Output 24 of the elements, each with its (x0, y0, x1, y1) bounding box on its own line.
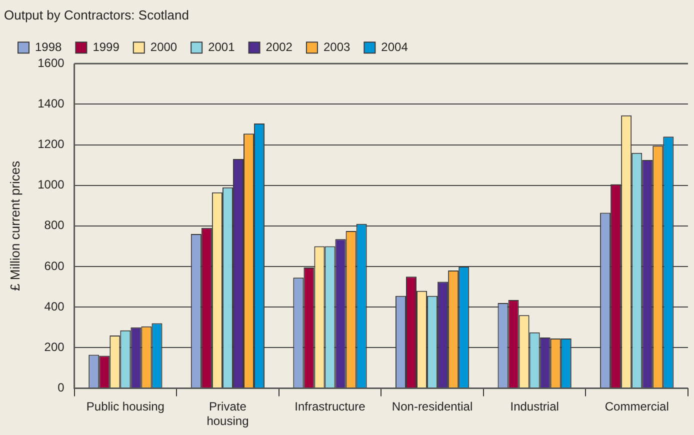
x-tick-label: Private housing (206, 400, 249, 428)
y-tick-label: 1400 (38, 96, 65, 110)
legend-label: 2002 (266, 40, 293, 54)
legend-label: 1998 (35, 40, 62, 54)
y-tick-label: 200 (44, 340, 65, 354)
legend-label: 2003 (323, 40, 350, 54)
x-tick-label: Commercial (604, 400, 669, 414)
x-tick-label: Non-residential (392, 400, 473, 414)
legend-label: 2004 (381, 40, 408, 54)
x-tick-label: Infrastructure (294, 400, 366, 414)
x-tick-label: Industrial (510, 400, 559, 414)
y-tick-label: 1200 (38, 137, 65, 152)
x-tick-label: Public housing (86, 400, 164, 414)
y-tick-label: 1000 (38, 178, 65, 192)
y-tick-label: 600 (44, 258, 65, 273)
legend-label: 2000 (150, 40, 178, 54)
legend-label: 1999 (92, 40, 120, 54)
chart-title: Output by Contractors: Scotland (4, 7, 189, 22)
y-axis-title: £ Million current prices (7, 160, 22, 291)
y-tick-label: 1600 (38, 56, 65, 70)
legend-label: 2001 (208, 40, 236, 54)
y-tick-label: 800 (44, 218, 65, 232)
y-tick-label: 0 (58, 380, 65, 395)
y-tick-label: 400 (44, 299, 65, 314)
